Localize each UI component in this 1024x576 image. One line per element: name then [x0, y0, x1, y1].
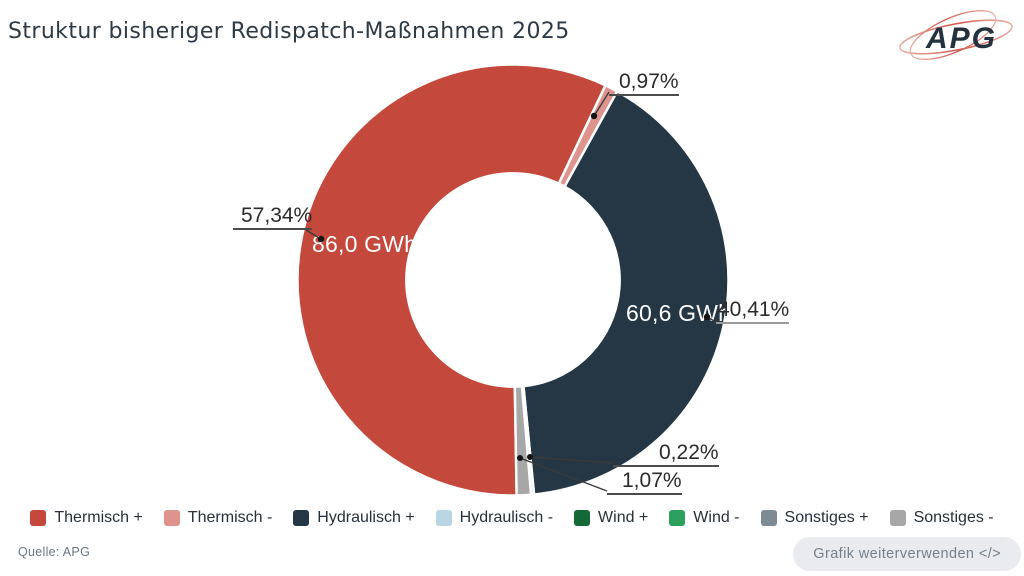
legend-item-thermisch-minus[interactable]: Thermisch - [163, 509, 273, 527]
datalabel-hydraulisch-plus-pct: 40,41% [716, 299, 790, 324]
legend-item-label: Wind - [693, 509, 740, 526]
chart-title: Struktur bisheriger Redispatch-Maßnahmen… [8, 19, 570, 44]
legend-item-wind-plus[interactable]: Wind + [574, 509, 648, 527]
datalabel-thermisch-plus-value: 86,0 GWh [312, 231, 418, 257]
legend-swatch-icon [574, 510, 591, 526]
legend-item-label: Hydraulisch + [317, 509, 415, 526]
legend-item-wind-minus[interactable]: Wind - [669, 509, 740, 527]
source-note: Quelle: APG [18, 545, 91, 559]
legend-item-label: Hydraulisch - [459, 509, 554, 526]
legend-swatch-icon [760, 510, 777, 526]
legend-item-label: Thermisch + [54, 509, 143, 526]
datalabel-thermisch-plus-pct: 57,34% [233, 205, 313, 230]
legend-swatch-icon [435, 510, 452, 526]
legend-swatch-icon [293, 510, 310, 526]
chart-legend: Thermisch + Thermisch - Hydraulisch + Hydra… [0, 503, 1024, 533]
legend-swatch-icon [889, 510, 906, 526]
legend-item-sonstiges-minus[interactable]: Sonstiges - [889, 509, 994, 527]
legend-item-label: Sonstiges - [913, 509, 994, 526]
legend-item-label: Thermisch - [187, 509, 273, 526]
apg-logo: APG [899, 10, 1013, 60]
legend-swatch-icon [30, 510, 47, 526]
datalabel-hydraulisch-minus-pct: 0,22% [613, 442, 719, 467]
legend-swatch-icon [669, 510, 686, 526]
legend-item-hydraulisch-minus[interactable]: Hydraulisch - [435, 509, 554, 527]
reuse-graphic-button[interactable]: Grafik weiterverwenden </> [793, 537, 1021, 571]
pie-slice-thermisch-plus[interactable] [296, 63, 607, 497]
logo-swirl-icon [899, 10, 1013, 60]
logo-text: APG [925, 22, 997, 55]
legend-item-hydraulisch-plus[interactable]: Hydraulisch + [293, 509, 415, 527]
datalabel-thermisch-minus-pct: 0,97% [609, 71, 679, 96]
datalabel-sonstiges-minus-pct: 1,07% [607, 470, 682, 495]
legend-swatch-icon [163, 510, 180, 526]
legend-item-label: Wind + [598, 509, 649, 526]
legend-item-sonstiges-plus[interactable]: Sonstiges + [760, 509, 869, 527]
legend-item-label: Sonstiges + [784, 509, 869, 526]
legend-item-thermisch-plus[interactable]: Thermisch + [30, 509, 143, 527]
